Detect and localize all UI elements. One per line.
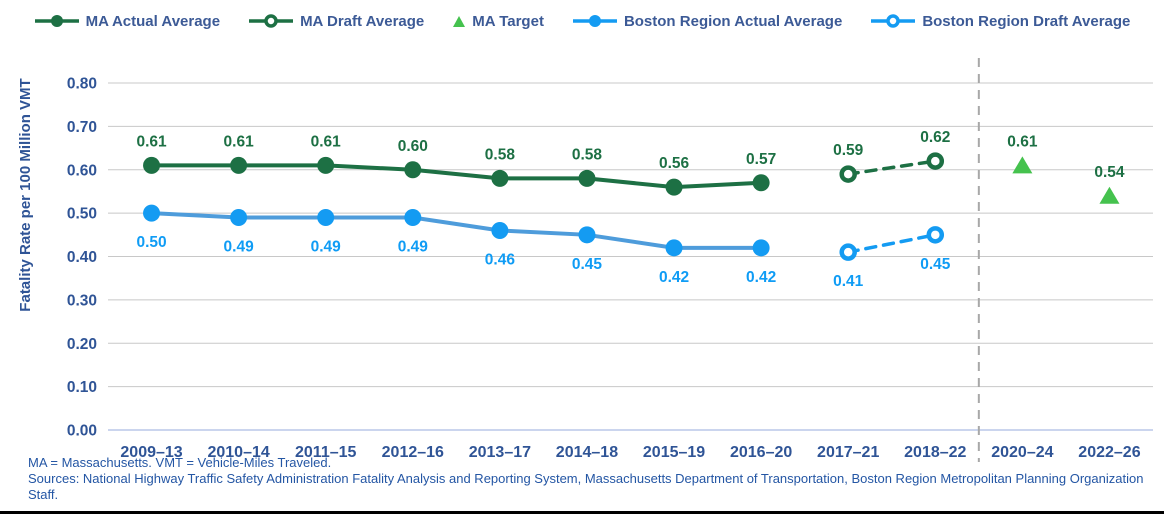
data-label: 0.49 — [224, 238, 255, 255]
data-point-marker — [143, 156, 161, 174]
x-tick-label: 2017–21 — [817, 444, 879, 461]
x-tick-label: 2016–20 — [730, 444, 792, 461]
data-label: 0.54 — [1094, 164, 1125, 181]
data-point-marker — [665, 239, 683, 257]
y-tick-label: 0.40 — [67, 249, 97, 266]
legend-label: MA Target — [472, 12, 544, 30]
y-tick-label: 0.20 — [67, 336, 97, 353]
data-label: 0.61 — [1007, 133, 1038, 150]
data-point-marker — [230, 208, 248, 226]
data-label: 0.59 — [833, 142, 864, 159]
x-tick-label: 2018–22 — [904, 444, 966, 461]
legend-label: MA Draft Average — [300, 12, 425, 30]
chart-footnotes: MA = Massachusetts. VMT = Vehicle-Miles … — [28, 455, 1154, 503]
legend-label: Boston Region Draft Average — [922, 12, 1131, 30]
data-label: 0.61 — [311, 133, 342, 150]
chart-legend: MA Actual Average MA Draft Average MA Ta… — [0, 8, 1164, 34]
triangle-icon — [453, 15, 466, 27]
data-point-marker — [752, 174, 770, 192]
series-line-ma-actual-average — [149, 163, 764, 190]
x-tick-label: 2015–19 — [643, 444, 705, 461]
y-tick-label: 0.30 — [67, 292, 97, 309]
data-label: 0.42 — [746, 269, 776, 286]
y-tick-label: 0.00 — [67, 423, 97, 440]
data-label: 0.49 — [311, 238, 342, 255]
x-tick-label: 2014–18 — [556, 444, 618, 461]
legend-item-ma-actual-average: MA Actual Average — [34, 13, 220, 30]
data-label: 0.42 — [659, 269, 689, 286]
data-point-marker — [404, 208, 422, 226]
series-line-boston-region-actual-average — [149, 211, 764, 250]
data-label: 0.57 — [746, 151, 776, 168]
x-tick-label: 2012–16 — [382, 444, 444, 461]
data-point-marker — [491, 169, 509, 187]
data-label: 0.46 — [485, 251, 516, 268]
y-axis-title: Fatality Rate per 100 Million VMT — [17, 78, 34, 311]
data-label: 0.58 — [572, 146, 603, 163]
data-point-marker — [578, 226, 596, 244]
data-point-marker — [926, 152, 945, 170]
data-point-marker — [230, 156, 248, 174]
data-point-marker — [404, 161, 422, 179]
solid-line-open-circle-icon — [249, 14, 294, 28]
data-point-marker — [317, 156, 335, 174]
data-point-marker — [1012, 156, 1033, 174]
legend-item-ma-draft-average: MA Draft Average — [248, 13, 424, 30]
x-tick-label: 2022–26 — [1078, 444, 1140, 461]
y-tick-label: 0.80 — [67, 76, 97, 93]
x-tick-label: 2009–13 — [120, 444, 182, 461]
data-point-marker — [752, 239, 770, 257]
data-point-marker — [1099, 186, 1120, 204]
data-label: 0.45 — [572, 256, 603, 273]
data-point-marker — [143, 204, 161, 222]
y-tick-label: 0.70 — [67, 119, 97, 136]
data-point-marker — [578, 169, 596, 187]
x-tick-label: 2013–17 — [469, 444, 531, 461]
solid-line-filled-circle-icon — [572, 15, 617, 27]
legend-label: MA Actual Average — [85, 12, 221, 30]
solid-line-open-circle-icon — [871, 14, 916, 28]
data-point-marker — [491, 221, 509, 239]
series-line-boston-region-draft-average — [846, 233, 938, 254]
x-tick-label: 2010–14 — [207, 444, 269, 461]
data-label: 0.41 — [833, 273, 864, 290]
data-label: 0.45 — [920, 256, 951, 273]
data-label: 0.62 — [920, 129, 950, 146]
y-tick-label: 0.50 — [67, 206, 97, 223]
data-label: 0.60 — [398, 138, 428, 155]
data-point-marker — [665, 178, 683, 196]
x-tick-label: 2011–15 — [295, 444, 357, 461]
data-point-marker — [926, 226, 945, 244]
legend-item-boston-region-draft-average: Boston Region Draft Average — [870, 13, 1130, 30]
data-label: 0.49 — [398, 238, 429, 255]
data-point-marker — [839, 243, 857, 261]
series-line-ma-draft-average — [846, 159, 938, 176]
data-label: 0.58 — [485, 146, 516, 163]
footnote-abbreviations: MA = Massachusetts. VMT = Vehicle-Miles … — [28, 455, 332, 470]
legend-item-ma-target: MA Target — [452, 13, 544, 30]
data-point-marker — [839, 165, 857, 183]
footnote-sources: Sources: National Highway Traffic Safety… — [28, 471, 1144, 502]
data-label: 0.61 — [136, 133, 167, 150]
x-tick-label: 2020–24 — [991, 444, 1053, 461]
solid-line-filled-circle-icon — [34, 15, 79, 27]
legend-label: Boston Region Actual Average — [623, 12, 843, 30]
y-tick-label: 0.60 — [67, 162, 97, 179]
data-label: 0.50 — [136, 234, 166, 251]
data-point-marker — [317, 208, 335, 226]
data-label: 0.56 — [659, 155, 690, 172]
legend-item-boston-region-actual-average: Boston Region Actual Average — [572, 13, 842, 30]
data-label: 0.61 — [224, 133, 255, 150]
y-tick-label: 0.10 — [67, 379, 97, 396]
